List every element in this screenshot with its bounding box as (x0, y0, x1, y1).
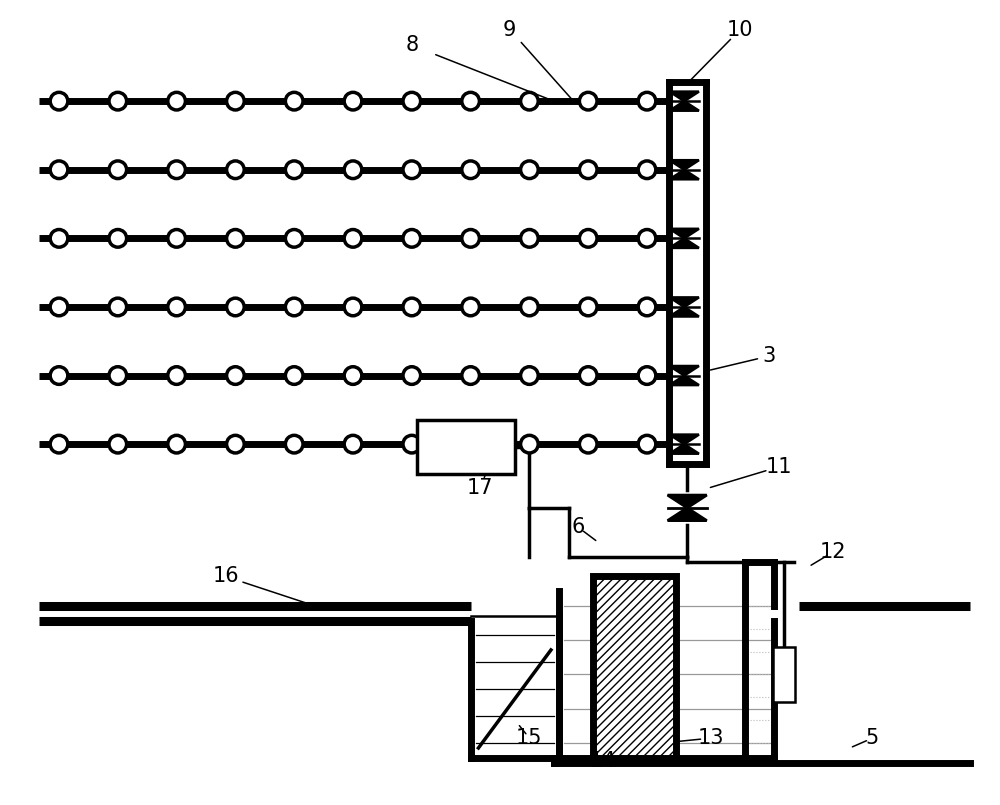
Circle shape (227, 436, 244, 453)
Circle shape (638, 367, 656, 384)
Circle shape (50, 436, 68, 453)
Circle shape (50, 367, 68, 384)
Polygon shape (670, 366, 699, 376)
Circle shape (403, 93, 421, 110)
Circle shape (109, 367, 127, 384)
Circle shape (285, 161, 303, 179)
Polygon shape (668, 495, 707, 508)
Circle shape (109, 161, 127, 179)
Circle shape (521, 161, 538, 179)
Polygon shape (670, 101, 699, 111)
Circle shape (285, 436, 303, 453)
Circle shape (579, 367, 597, 384)
Circle shape (403, 298, 421, 316)
Bar (593, 576, 676, 758)
Text: 15: 15 (516, 729, 543, 748)
Polygon shape (670, 435, 699, 444)
Circle shape (168, 93, 185, 110)
Circle shape (109, 436, 127, 453)
Text: 8: 8 (405, 35, 418, 56)
Text: 3: 3 (763, 346, 776, 366)
Circle shape (227, 93, 244, 110)
Circle shape (579, 93, 597, 110)
Polygon shape (670, 170, 699, 180)
Circle shape (344, 367, 362, 384)
Circle shape (168, 229, 185, 247)
Circle shape (462, 229, 479, 247)
Circle shape (168, 367, 185, 384)
Circle shape (638, 436, 656, 453)
Circle shape (285, 93, 303, 110)
Circle shape (521, 298, 538, 316)
Circle shape (109, 298, 127, 316)
Circle shape (344, 229, 362, 247)
Circle shape (227, 229, 244, 247)
Circle shape (403, 436, 421, 453)
Circle shape (168, 161, 185, 179)
Polygon shape (670, 307, 699, 316)
Circle shape (227, 367, 244, 384)
Circle shape (403, 161, 421, 179)
Text: 5: 5 (866, 729, 879, 748)
Polygon shape (670, 444, 699, 454)
Circle shape (285, 367, 303, 384)
Polygon shape (670, 229, 699, 238)
Bar (773, 647, 795, 702)
Circle shape (462, 436, 479, 453)
Circle shape (462, 161, 479, 179)
Text: 16: 16 (212, 567, 239, 587)
Polygon shape (670, 160, 699, 170)
Circle shape (579, 161, 597, 179)
Circle shape (50, 93, 68, 110)
Circle shape (168, 436, 185, 453)
Circle shape (403, 367, 421, 384)
Circle shape (462, 93, 479, 110)
Circle shape (168, 298, 185, 316)
Circle shape (50, 298, 68, 316)
Circle shape (344, 436, 362, 453)
Circle shape (521, 436, 538, 453)
Bar (417, 419, 515, 473)
Circle shape (285, 229, 303, 247)
Circle shape (521, 229, 538, 247)
Circle shape (403, 229, 421, 247)
Circle shape (638, 298, 656, 316)
Circle shape (638, 161, 656, 179)
Text: 10: 10 (727, 19, 753, 39)
Text: 17: 17 (467, 478, 494, 498)
Circle shape (638, 229, 656, 247)
Text: 9: 9 (503, 19, 516, 39)
Polygon shape (668, 508, 707, 521)
Text: 13: 13 (697, 729, 724, 748)
Text: 12: 12 (820, 542, 846, 562)
Circle shape (50, 161, 68, 179)
Circle shape (521, 367, 538, 384)
Circle shape (344, 298, 362, 316)
Circle shape (285, 298, 303, 316)
Circle shape (521, 93, 538, 110)
Polygon shape (670, 92, 699, 101)
Circle shape (579, 229, 597, 247)
Circle shape (579, 436, 597, 453)
Polygon shape (670, 376, 699, 385)
Circle shape (344, 93, 362, 110)
Circle shape (579, 298, 597, 316)
Circle shape (227, 298, 244, 316)
Circle shape (462, 298, 479, 316)
Polygon shape (670, 238, 699, 248)
Text: 11: 11 (766, 456, 793, 477)
Text: 14: 14 (590, 751, 616, 770)
Polygon shape (670, 297, 699, 307)
Circle shape (344, 161, 362, 179)
Circle shape (638, 93, 656, 110)
Circle shape (50, 229, 68, 247)
Circle shape (462, 367, 479, 384)
Circle shape (227, 161, 244, 179)
Text: 6: 6 (572, 518, 585, 538)
Circle shape (109, 93, 127, 110)
Circle shape (109, 229, 127, 247)
